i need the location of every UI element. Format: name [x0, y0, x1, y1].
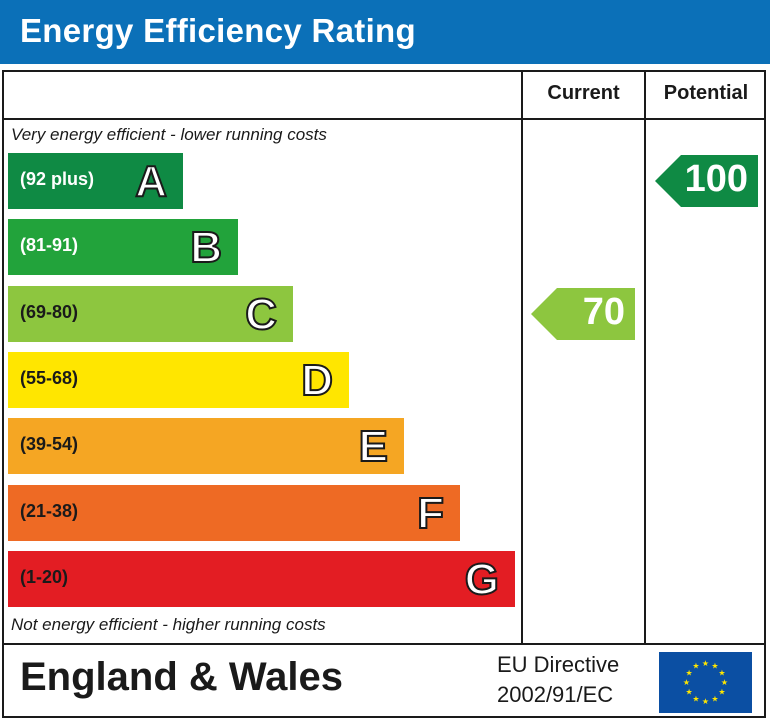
current-column-divider	[521, 70, 523, 645]
band-range-label: (92 plus)	[20, 169, 95, 189]
potential-rating-arrow-value: 100	[684, 158, 748, 200]
eu-star-icon: ★	[711, 694, 718, 703]
eu-star-icon: ★	[718, 688, 725, 697]
band-letter: A	[134, 156, 168, 207]
chart-title: Energy Efficiency Rating	[20, 12, 416, 49]
eu-star-icon: ★	[702, 659, 709, 668]
band-g: (1-20) G	[8, 551, 515, 607]
note-inefficient: Not energy efficient - higher running co…	[11, 615, 326, 634]
band-range-label: (81-91)	[20, 235, 79, 255]
band-range-label: (39-54)	[20, 434, 79, 454]
band-letter: C	[244, 289, 278, 340]
rating-frame	[2, 70, 766, 718]
eu-star-icon: ★	[711, 662, 718, 671]
current-rating-arrow: 70	[531, 288, 635, 340]
eu-star-icon: ★	[721, 678, 728, 687]
eu-star-icon: ★	[685, 669, 692, 678]
eu-star-icon: ★	[692, 694, 699, 703]
band-f: (21-38) F	[8, 485, 460, 541]
current-column-header: Current	[547, 82, 620, 104]
band-letter: F	[416, 488, 445, 539]
band-letter: B	[189, 222, 223, 273]
potential-column-divider	[644, 70, 646, 645]
current-rating-arrow-value: 70	[582, 291, 625, 333]
band-a: (92 plus) A	[8, 153, 183, 209]
potential-rating-arrow-shape	[655, 155, 758, 207]
current-rating-arrow-shape	[531, 288, 635, 340]
band-letter: G	[464, 554, 500, 605]
directive-line-1: EU Directive	[497, 652, 620, 677]
band-range-label: (1-20)	[20, 567, 69, 587]
band-b: (81-91) B	[8, 219, 238, 275]
band-c: (69-80) C	[8, 286, 293, 342]
country-label: England & Wales	[20, 655, 344, 699]
title-bar: Energy Efficiency Rating	[0, 0, 770, 64]
footer-divider	[2, 643, 766, 645]
band-range-label: (69-80)	[20, 302, 79, 322]
band-range-label: (21-38)	[20, 501, 79, 521]
potential-rating-arrow: 100	[655, 155, 758, 207]
header-divider	[2, 118, 766, 120]
eu-flag-icon: ★ ★ ★ ★ ★ ★ ★ ★ ★ ★ ★ ★	[659, 652, 752, 713]
band-d: (55-68) D	[8, 352, 349, 408]
band-letter: E	[358, 421, 389, 472]
eu-star-icon: ★	[702, 697, 709, 706]
eu-star-icon: ★	[683, 678, 690, 687]
note-efficient: Very energy efficient - lower running co…	[11, 125, 327, 144]
band-letter: D	[300, 355, 334, 406]
eu-star-icon: ★	[685, 688, 692, 697]
band-range-label: (55-68)	[20, 368, 79, 388]
eu-star-icon: ★	[718, 669, 725, 678]
eu-star-icon: ★	[692, 662, 699, 671]
potential-column-header: Potential	[663, 82, 749, 104]
band-e: (39-54) E	[8, 418, 404, 474]
directive-line-2: 2002/91/EC	[497, 682, 614, 707]
